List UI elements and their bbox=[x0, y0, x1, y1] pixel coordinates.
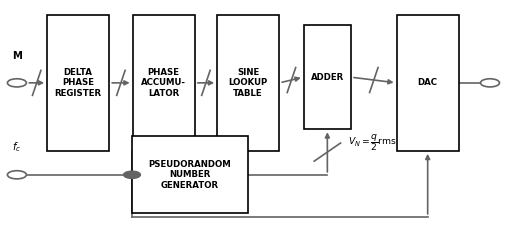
Text: PHASE
ACCUMU-
LATOR: PHASE ACCUMU- LATOR bbox=[141, 68, 186, 98]
FancyBboxPatch shape bbox=[397, 15, 459, 151]
FancyBboxPatch shape bbox=[133, 15, 195, 151]
Text: DELTA
PHASE
REGISTER: DELTA PHASE REGISTER bbox=[54, 68, 102, 98]
FancyBboxPatch shape bbox=[47, 15, 109, 151]
Circle shape bbox=[124, 171, 140, 178]
Text: $V_N = \dfrac{q}{2}$rms: $V_N = \dfrac{q}{2}$rms bbox=[348, 133, 398, 153]
Text: PSEUDORANDOM
NUMBER
GENERATOR: PSEUDORANDOM NUMBER GENERATOR bbox=[149, 160, 231, 190]
Text: SINE
LOOKUP
TABLE: SINE LOOKUP TABLE bbox=[229, 68, 268, 98]
FancyBboxPatch shape bbox=[304, 25, 351, 129]
Text: ADDER: ADDER bbox=[311, 73, 344, 82]
Circle shape bbox=[7, 171, 26, 179]
FancyBboxPatch shape bbox=[217, 15, 279, 151]
Text: DAC: DAC bbox=[418, 78, 438, 87]
Text: M: M bbox=[12, 51, 22, 61]
FancyBboxPatch shape bbox=[132, 136, 248, 213]
Circle shape bbox=[7, 79, 26, 87]
Text: $f_c$: $f_c$ bbox=[12, 141, 22, 154]
Circle shape bbox=[480, 79, 499, 87]
